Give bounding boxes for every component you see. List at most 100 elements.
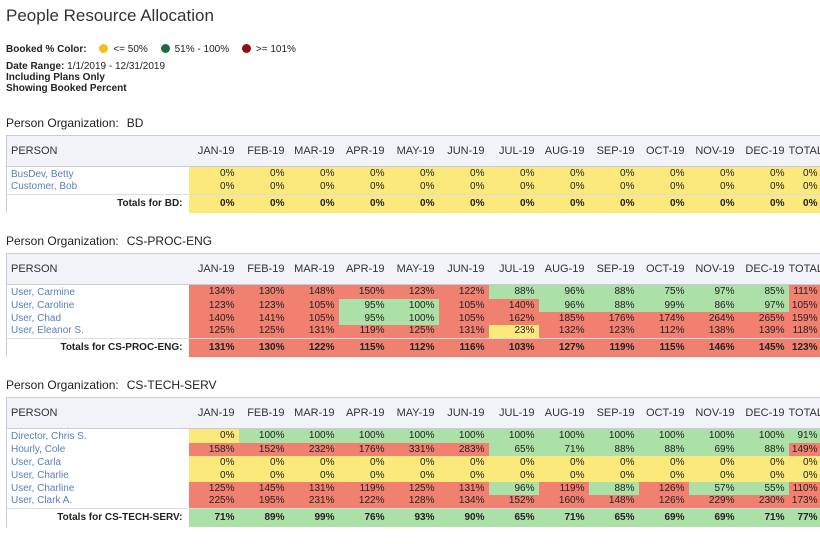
month-cell: 176% <box>588 312 639 325</box>
org-name: CS-PROC-ENG <box>126 234 213 248</box>
page-title: People Resource Allocation <box>6 6 214 25</box>
totals-cell: 0% <box>288 193 339 213</box>
table-row: Director, Chris S. 0% 100% 100% 100% 100% 100%… <box>6 428 820 443</box>
person-link[interactable]: Director, Chris S. <box>6 428 189 443</box>
totals-cell: 0% <box>688 193 739 213</box>
legend-label: Booked % Color: <box>6 44 87 55</box>
month-cell: 128% <box>388 495 439 508</box>
table-row: User, Clark A. 225% 195% 231% 122% 128% 134% 15… <box>6 495 820 508</box>
month-cell: 105% <box>288 312 339 325</box>
month-cell: 100% <box>488 428 539 443</box>
totals-cell: 116% <box>438 337 489 357</box>
totals-cell: 146% <box>688 337 739 357</box>
month-cell: 0% <box>688 166 739 181</box>
column-header-jan-19: JAN-19 <box>188 253 239 285</box>
month-cell: 160% <box>538 495 589 508</box>
allocation-table-cs-proc-eng: PERSON JAN-19 FEB-19 MAR-19 APR-19 MAY-19 JUN-… <box>6 253 820 357</box>
month-cell: 0% <box>288 181 339 194</box>
column-header-jul-19: JUL-19 <box>488 135 539 167</box>
total-cell: 0% <box>788 469 820 482</box>
red-dot-icon <box>241 44 251 53</box>
person-link[interactable]: User, Carla <box>6 456 189 469</box>
month-cell: 139% <box>738 325 789 338</box>
month-cell: 96% <box>538 299 589 312</box>
totals-cell: 0% <box>238 193 289 213</box>
column-header-feb-19: FEB-19 <box>238 135 289 167</box>
month-cell: 0% <box>688 456 739 469</box>
month-cell: 0% <box>588 469 639 482</box>
totals-cell: 65% <box>488 507 539 527</box>
section-title: Person Organization: CS-TECH-SERV <box>6 378 217 392</box>
month-cell: 96% <box>488 482 539 495</box>
month-cell: 0% <box>638 456 689 469</box>
month-cell: 331% <box>388 443 439 456</box>
table-row: User, Carmine 134% 130% 148% 150% 123% 122% 88%… <box>6 284 820 299</box>
column-header-total: TOTAL <box>788 253 820 285</box>
totals-cell: 71% <box>738 507 789 527</box>
totals-label: Totals for CS-TECH-SERV: <box>6 507 189 527</box>
month-cell: 0% <box>288 456 339 469</box>
month-cell: 75% <box>638 284 689 299</box>
month-cell: 150% <box>338 284 389 299</box>
column-header-nov-19: NOV-19 <box>688 397 739 429</box>
month-cell: 0% <box>438 469 489 482</box>
person-link[interactable]: User, Charlie <box>6 469 189 482</box>
month-cell: 100% <box>738 428 789 443</box>
month-cell: 134% <box>438 495 489 508</box>
table-row: User, Charlie 0% 0% 0% 0% 0% 0% 0% 0% 0% 0% 0% 0% 0% <box>6 469 820 482</box>
column-header-jul-19: JUL-19 <box>488 397 539 429</box>
column-header-apr-19: APR-19 <box>338 397 389 429</box>
total-cell: 111% <box>788 284 820 299</box>
month-cell: 105% <box>438 312 489 325</box>
month-cell: 88% <box>588 482 639 495</box>
total-cell: 159% <box>788 312 820 325</box>
person-link[interactable]: BusDev, Betty <box>6 166 189 181</box>
month-cell: 100% <box>238 428 289 443</box>
month-cell: 126% <box>638 482 689 495</box>
person-link[interactable]: User, Carmine <box>6 284 189 299</box>
person-link[interactable]: User, Charline <box>6 482 189 495</box>
month-cell: 229% <box>688 495 739 508</box>
yellow-dot-icon <box>99 44 109 53</box>
person-link[interactable]: Customer, Bob <box>6 181 189 194</box>
total-cell: 149% <box>788 443 820 456</box>
totals-cell: 123% <box>788 337 820 357</box>
column-header-may-19: MAY-19 <box>388 253 439 285</box>
table-row: User, Caroline 123% 123% 105% 95% 100% 105% 140… <box>6 299 820 312</box>
column-header-dec-19: DEC-19 <box>738 397 789 429</box>
totals-cell: 71% <box>188 507 239 527</box>
month-cell: 0% <box>388 456 439 469</box>
month-cell: 123% <box>388 284 439 299</box>
month-cell: 99% <box>638 299 689 312</box>
person-link[interactable]: User, Eleanor S. <box>6 325 189 338</box>
totals-cell: 90% <box>438 507 489 527</box>
totals-cell: 77% <box>788 507 820 527</box>
month-cell: 0% <box>188 181 239 194</box>
totals-row: Totals for CS-PROC-ENG: 131% 130% 122% 115% 1… <box>6 337 820 357</box>
month-cell: 69% <box>688 443 739 456</box>
month-cell: 100% <box>338 428 389 443</box>
month-cell: 0% <box>538 456 589 469</box>
person-link[interactable]: User, Caroline <box>6 299 189 312</box>
month-cell: 148% <box>288 284 339 299</box>
totals-cell: 0% <box>538 193 589 213</box>
person-link[interactable]: Hourly, Cole <box>6 443 189 456</box>
month-cell: 112% <box>638 325 689 338</box>
date-range-value: 1/1/2019 - 12/31/2019 <box>67 61 166 72</box>
totals-cell: 0% <box>738 193 789 213</box>
month-cell: 95% <box>338 312 389 325</box>
month-cell: 131% <box>288 482 339 495</box>
date-range-label: Date Range: <box>6 61 65 72</box>
month-cell: 88% <box>588 284 639 299</box>
table-row: User, Carla 0% 0% 0% 0% 0% 0% 0% 0% 0% 0% 0% 0% 0% <box>6 456 820 469</box>
totals-cell: 131% <box>188 337 239 357</box>
person-link[interactable]: User, Chad <box>6 312 189 325</box>
month-cell: 130% <box>238 284 289 299</box>
month-cell: 134% <box>188 284 239 299</box>
column-header-jan-19: JAN-19 <box>188 135 239 167</box>
month-cell: 176% <box>338 443 389 456</box>
table-row: Hourly, Cole 158% 152% 232% 176% 331% 283% 65% 7… <box>6 443 820 456</box>
person-link[interactable]: User, Clark A. <box>6 495 189 508</box>
totals-cell: 115% <box>638 337 689 357</box>
month-cell: 140% <box>488 299 539 312</box>
